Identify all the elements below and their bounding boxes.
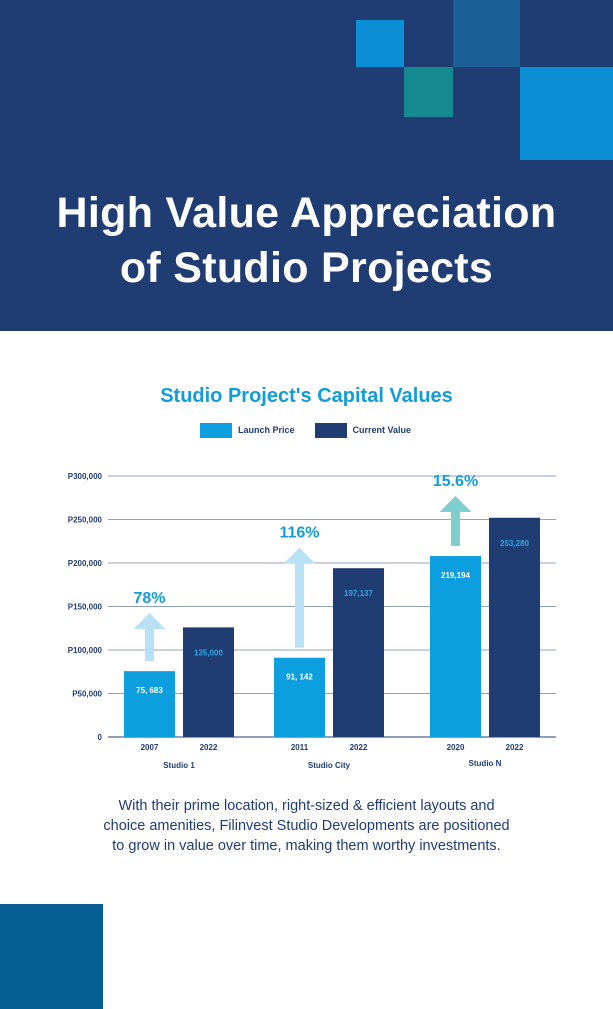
- group-label: Studio N: [469, 759, 502, 768]
- growth-percentage: 78%: [133, 590, 165, 607]
- y-tick-label: P300,000: [68, 472, 103, 481]
- bar-launch: [124, 671, 175, 737]
- y-tick-label: P200,000: [68, 559, 103, 568]
- page-title-line1: High Value Appreciation: [56, 189, 557, 237]
- footer-line: choice amenities, Filinvest Studio Devel…: [103, 818, 510, 834]
- growth-arrow-icon: [439, 496, 472, 547]
- bar-value-label: 197,137: [344, 589, 373, 598]
- bar-value-label: 253,280: [500, 539, 529, 548]
- legend-swatch-launch: [200, 422, 232, 438]
- legend-swatch-current: [314, 422, 347, 438]
- x-tick-year: 2022: [350, 743, 368, 752]
- decor-square: [404, 67, 453, 117]
- page-title: High Value Appreciation of Studio Projec…: [0, 186, 613, 296]
- y-tick-label: P150,000: [68, 603, 103, 612]
- y-tick-label: P50,000: [72, 690, 102, 699]
- bar-launch: [430, 556, 481, 737]
- decor-square: [520, 67, 613, 160]
- bar-value-label: 219,194: [441, 571, 470, 580]
- y-tick-label: P250,000: [68, 516, 103, 525]
- bar-value-label: 75, 683: [136, 686, 163, 695]
- bar-current: [333, 568, 384, 737]
- bar-launch: [274, 657, 325, 737]
- bar-current: [489, 517, 540, 737]
- footer-line: to grow in value over time, making them …: [112, 838, 501, 854]
- footer-line: With their prime location, right-sized &…: [118, 798, 495, 814]
- legend-label-launch: Launch Price: [238, 425, 295, 435]
- legend-label-current: Current Value: [352, 425, 412, 435]
- footer-description: With their prime location, right-sized &…: [60, 796, 553, 856]
- growth-arrow-icon: [133, 613, 166, 662]
- legend-item-launch: Launch Price: [200, 422, 295, 438]
- legend-item-current: Current Value: [314, 422, 412, 438]
- x-tick-year: 2007: [141, 743, 159, 752]
- decor-corner-square: [0, 904, 103, 1009]
- page-title-line2: of Studio Projects: [119, 244, 494, 292]
- x-tick-year: 2022: [506, 743, 524, 752]
- x-tick-year: 2011: [291, 743, 309, 752]
- x-tick-year: 2020: [447, 743, 465, 752]
- y-tick-label: 0: [98, 733, 103, 742]
- decor-square: [453, 0, 520, 67]
- capital-values-chart: 0 P50,000 P100,000 P150,000 P200,000 P250,000…: [68, 472, 556, 770]
- bar-value-label: 91, 142: [286, 673, 313, 682]
- growth-percentage: 15.6%: [433, 473, 478, 490]
- chart-title: Studio Project's Capital Values: [160, 385, 453, 407]
- bar-value-label: 135,000: [194, 648, 223, 657]
- growth-arrow-icon: [283, 547, 316, 648]
- y-tick-label: P100,000: [68, 646, 103, 655]
- x-tick-year: 2022: [200, 743, 218, 752]
- chart-legend: Launch Price Current Value: [200, 422, 431, 438]
- group-label: Studio 1: [163, 761, 195, 770]
- bar-current: [183, 627, 234, 737]
- decor-square: [356, 20, 404, 67]
- header-banner: High Value Appreciation of Studio Projec…: [0, 0, 613, 331]
- group-label: Studio City: [308, 761, 351, 770]
- growth-percentage: 116%: [279, 525, 319, 542]
